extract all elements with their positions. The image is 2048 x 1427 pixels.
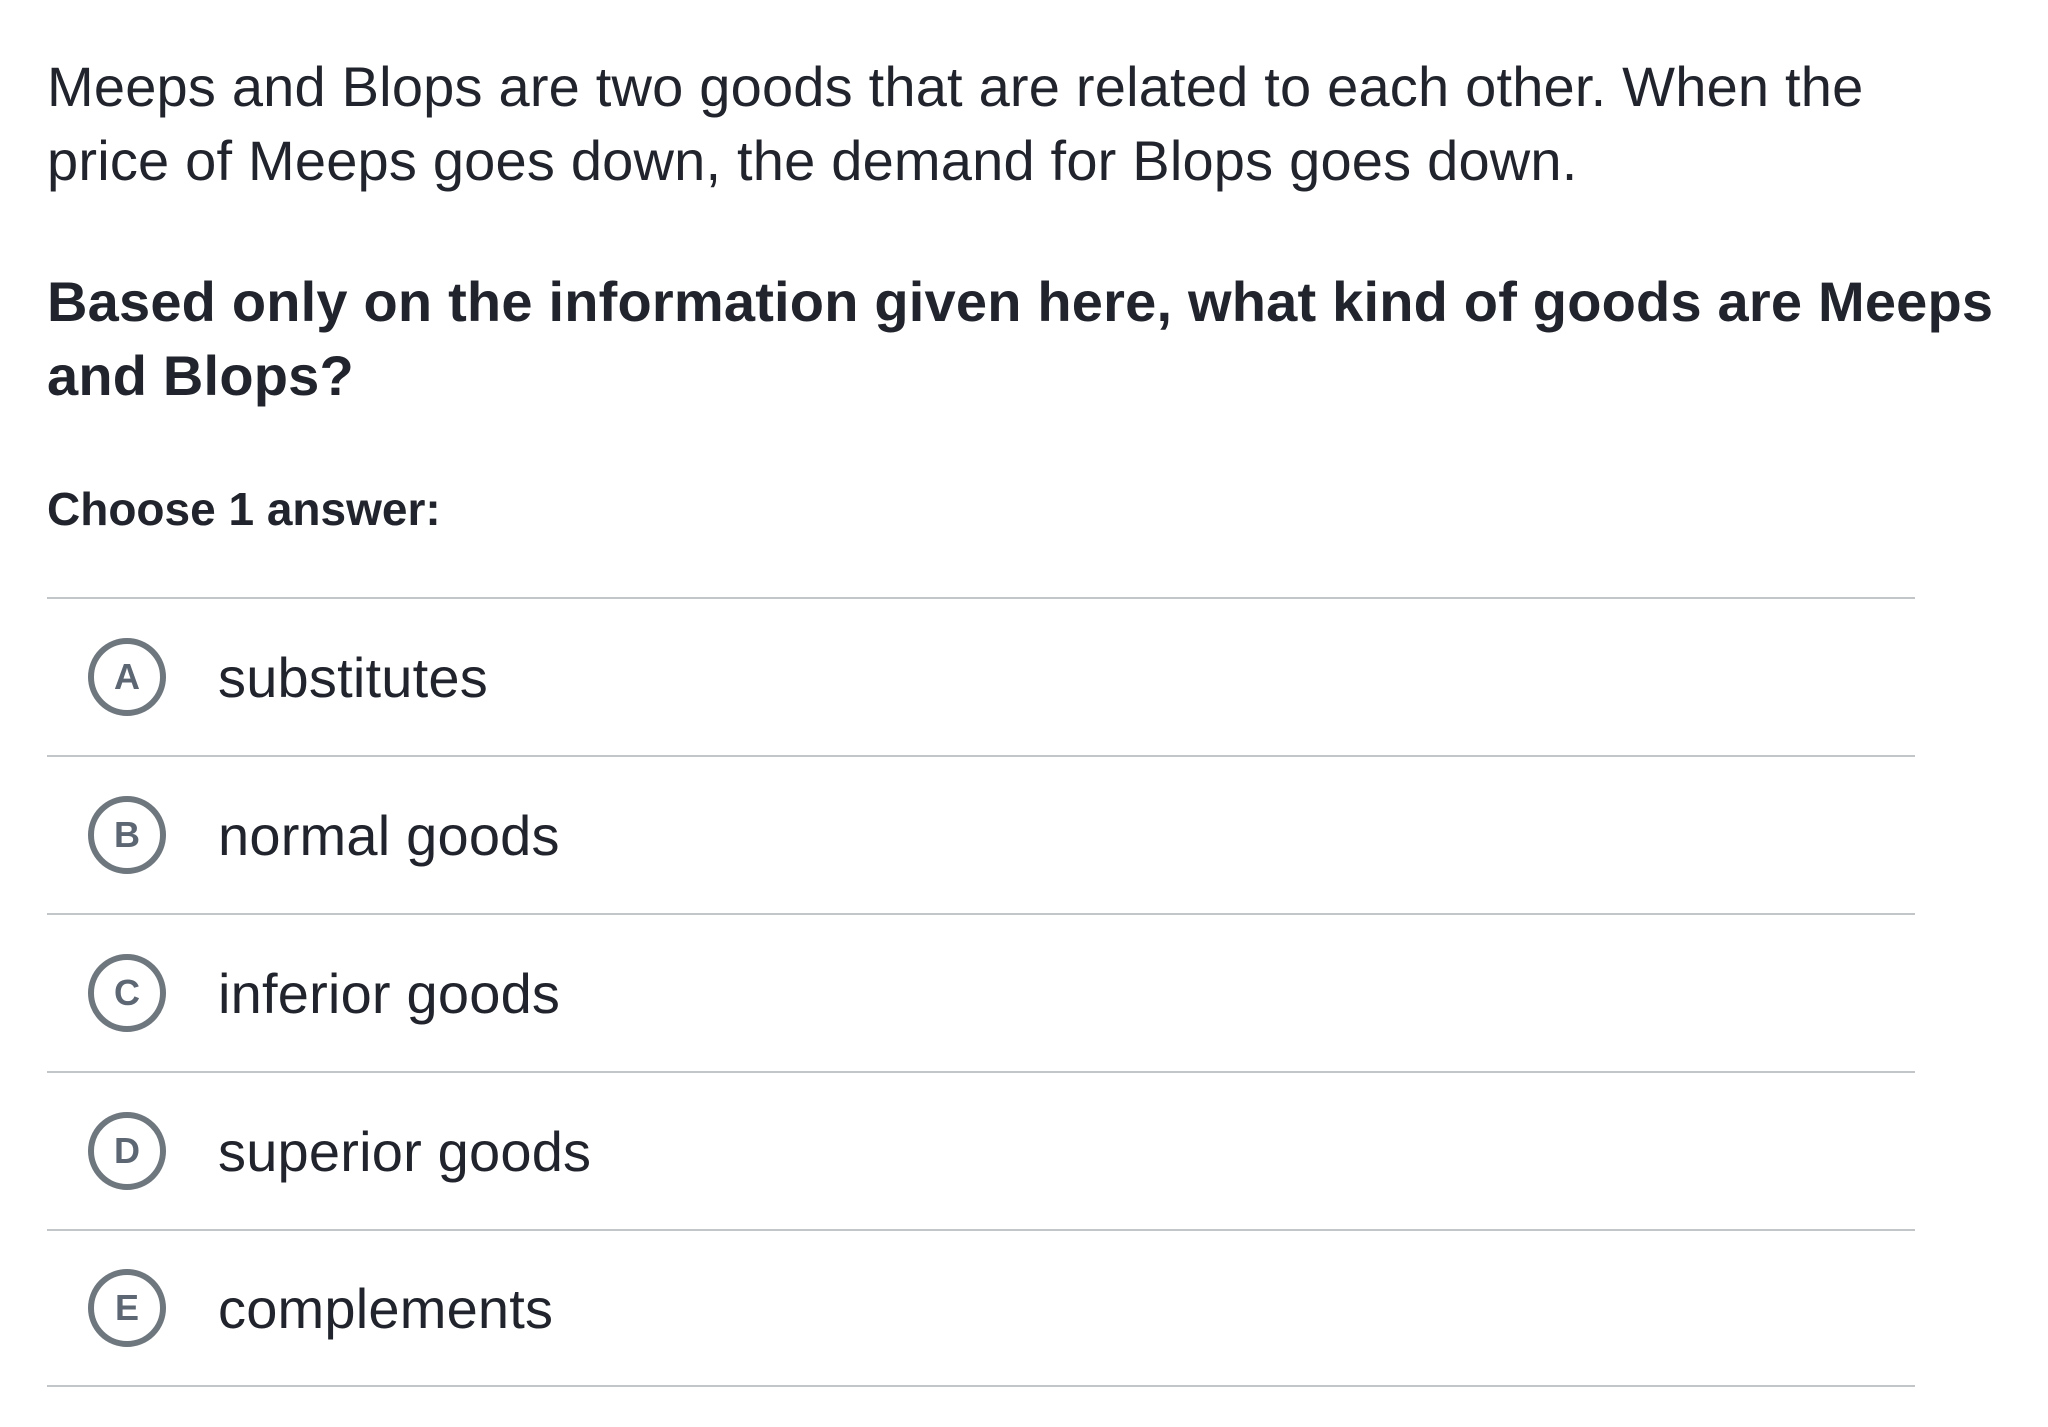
- choose-answer-label: Choose 1 answer:: [47, 483, 441, 535]
- option-letter: A: [114, 656, 140, 697]
- question-paragraph: Meeps and Blops are two goods that are r…: [47, 55, 1864, 192]
- radio-letter-badge: B: [88, 796, 166, 874]
- answer-option-d[interactable]: D superior goods: [47, 1071, 1915, 1229]
- option-label: complements: [218, 1276, 554, 1340]
- answer-option-c[interactable]: C inferior goods: [47, 913, 1915, 1071]
- answer-option-b[interactable]: B normal goods: [47, 755, 1915, 913]
- option-label: normal goods: [218, 803, 560, 867]
- option-letter: B: [114, 814, 140, 855]
- option-letter: C: [114, 972, 140, 1013]
- answer-option-e[interactable]: E complements: [47, 1229, 1915, 1387]
- radio-letter-badge: E: [88, 1269, 166, 1347]
- answers-list: A substitutes B normal goods C inferior …: [47, 597, 1915, 1387]
- question-prompt: Based only on the information given here…: [47, 270, 1994, 407]
- option-letter: E: [114, 1287, 139, 1328]
- question-card: Meeps and Blops are two goods that are r…: [47, 55, 1994, 1387]
- option-label: superior goods: [218, 1119, 592, 1183]
- radio-letter-badge: D: [88, 1112, 166, 1190]
- option-label: substitutes: [218, 645, 488, 709]
- option-letter: D: [114, 1130, 140, 1171]
- option-label: inferior goods: [218, 961, 561, 1025]
- answer-option-a[interactable]: A substitutes: [47, 597, 1915, 755]
- radio-letter-badge: A: [88, 638, 166, 716]
- radio-letter-badge: C: [88, 954, 166, 1032]
